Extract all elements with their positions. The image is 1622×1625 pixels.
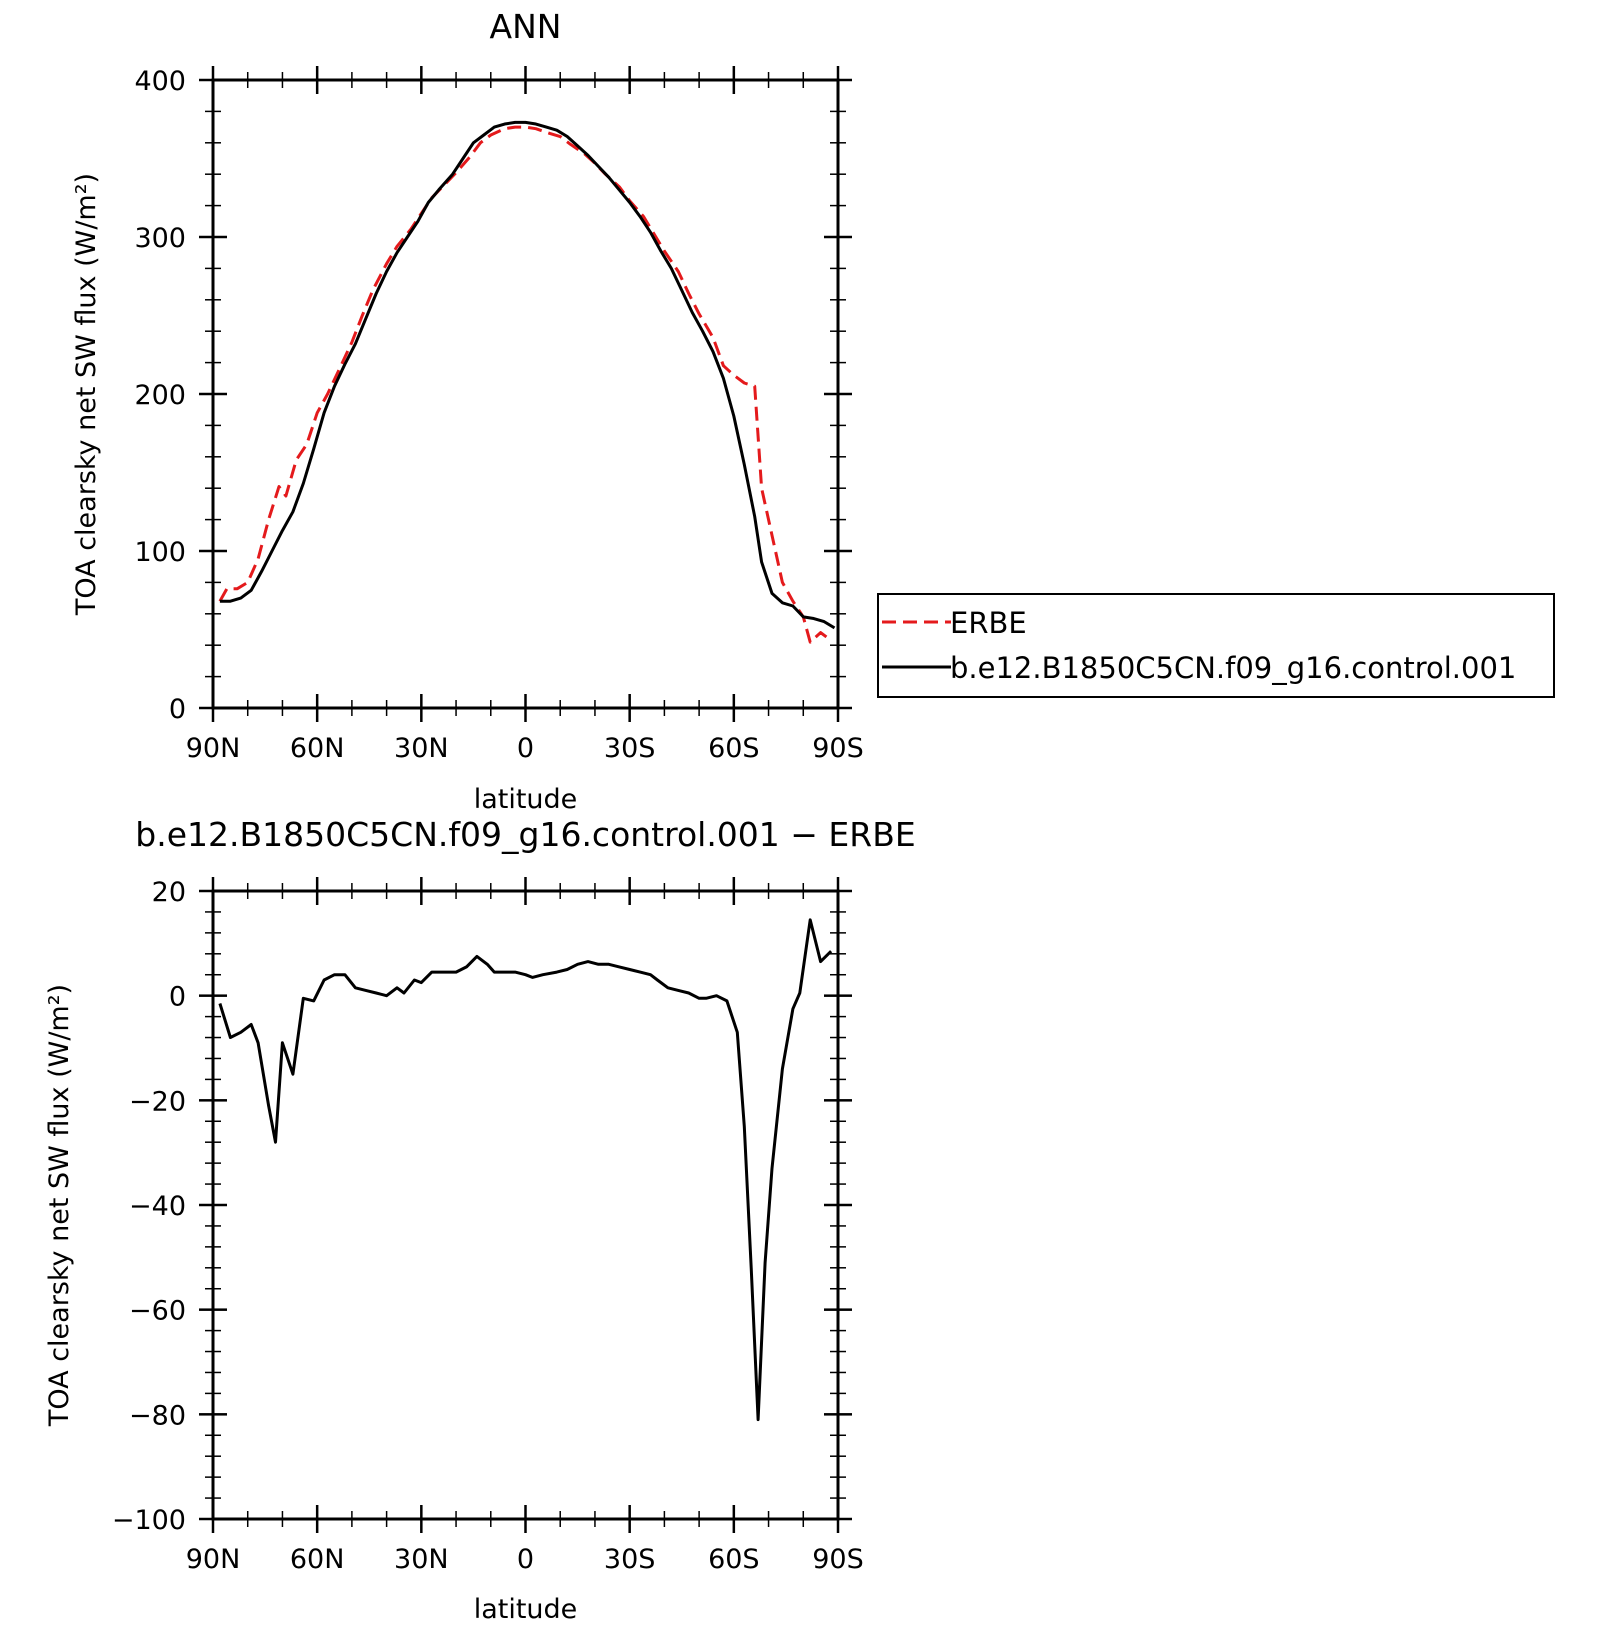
- series-line-2: [219, 120, 836, 630]
- y-tick-label: 0: [169, 694, 186, 725]
- y-tick-label: 400: [134, 66, 186, 97]
- x-axis-label: latitude: [474, 1594, 578, 1625]
- y-tick-label: 300: [134, 223, 186, 254]
- x-tick-label: 90S: [812, 1544, 864, 1575]
- legend-label-2: b.e12.B1850C5CN.f09_g16.control.001: [950, 651, 1516, 685]
- x-tick-label: 60N: [290, 733, 345, 764]
- x-tick-label: 30S: [604, 733, 656, 764]
- legend-label-1: ERBE: [950, 606, 1027, 640]
- x-tick-label: 90N: [186, 1544, 241, 1575]
- y-tick-label: 200: [134, 380, 186, 411]
- y-tick-label: 20: [152, 877, 186, 908]
- y-axis-label: TOA clearsky net SW flux (W/m²): [44, 984, 75, 1427]
- plot-frame: [211, 78, 840, 710]
- chart-title: ANN: [490, 7, 562, 46]
- x-tick-label: 60S: [708, 1544, 760, 1575]
- chart-panel-2: b.e12.B1850C5CN.f09_g16.control.001 − ER…: [44, 815, 916, 1625]
- y-axis-label: TOA clearsky net SW flux (W/m²): [71, 173, 102, 616]
- y-tick-label: 100: [134, 537, 186, 568]
- legend: ERBE b.e12.B1850C5CN.f09_g16.control.001: [877, 593, 1555, 698]
- y-tick-label: −20: [129, 1086, 186, 1117]
- x-axis-label: latitude: [474, 784, 578, 815]
- y-tick-label: −60: [129, 1296, 186, 1327]
- x-tick-label: 30S: [604, 1544, 656, 1575]
- series-line-1: [218, 125, 833, 644]
- y-tick-label: 0: [169, 982, 186, 1013]
- x-tick-label: 30N: [394, 733, 449, 764]
- series-line-1: [218, 918, 833, 1422]
- x-tick-label: 60N: [290, 1544, 345, 1575]
- chart-panel-1: ANN 90N 60N 30N 0 30S 60S 90S 0 100 200 300 400 latit…: [71, 7, 864, 815]
- x-tick-label: 60S: [708, 733, 760, 764]
- x-tick-label: 90N: [186, 733, 241, 764]
- x-tick-label: 30N: [394, 1544, 449, 1575]
- y-tick-label: −80: [129, 1400, 186, 1431]
- plot-frame: [211, 889, 840, 1521]
- x-tick-label: 0: [517, 1544, 534, 1575]
- y-tick-label: −40: [129, 1191, 186, 1222]
- chart-title: b.e12.B1850C5CN.f09_g16.control.001 − ER…: [135, 815, 915, 854]
- legend-box: [877, 593, 1555, 698]
- y-tick-label: −100: [112, 1505, 186, 1536]
- x-tick-label: 0: [517, 733, 534, 764]
- x-tick-label: 90S: [812, 733, 864, 764]
